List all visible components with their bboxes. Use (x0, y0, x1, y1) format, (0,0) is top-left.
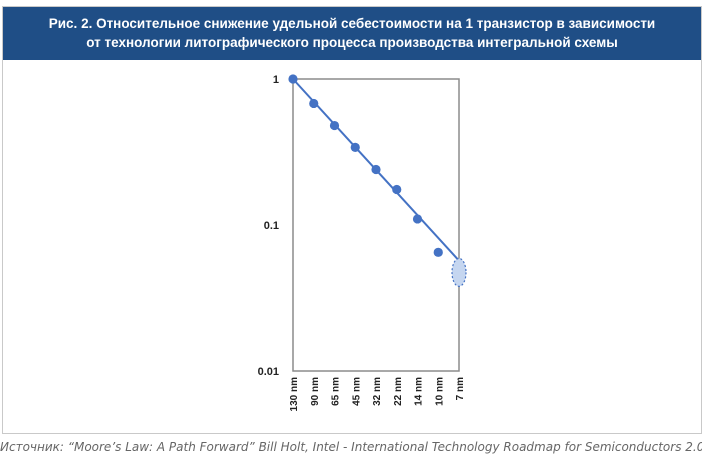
figure-frame: Рис. 2. Относительное снижение удельной … (2, 6, 702, 434)
data-point (350, 142, 360, 153)
figure-title-line-2: от технологии литографического процесса … (86, 35, 618, 50)
x-tick-label: 32 nm (372, 377, 383, 406)
y-tick-label: 0.1 (264, 220, 279, 232)
data-point (371, 164, 381, 175)
y-tick-label: 0.01 (258, 366, 279, 378)
x-tick-label: 7 nm (455, 377, 466, 400)
x-tick-label: 65 nm (331, 377, 342, 406)
data-point (412, 214, 423, 224)
x-tick-label: 22 nm (393, 377, 404, 406)
data-point (309, 98, 319, 109)
source-caption: Источник: “Moore’s Law: A Path Forward” … (0, 440, 702, 454)
data-point (329, 120, 340, 131)
x-tick-label: 10 nm (434, 377, 445, 406)
chart: 1 0.1 0.01 130 nm 90 nm 65 nm 45 nm 32 nm 22 nm 1… (258, 74, 467, 412)
figure-title: Рис. 2. Относительное снижение удельной … (3, 7, 701, 60)
x-tick-label: 14 nm (414, 377, 425, 406)
x-tick-label: 130 nm (289, 377, 300, 412)
y-tick-label: 1 (273, 74, 279, 86)
x-tick-label: 90 nm (310, 377, 321, 406)
projection-ellipse (451, 257, 467, 287)
figure-title-line-1: Рис. 2. Относительное снижение удельной … (48, 16, 656, 31)
x-tick-label: 45 nm (351, 377, 362, 406)
data-point (433, 247, 443, 257)
data-point (392, 184, 402, 195)
plot-area (292, 78, 460, 372)
data-point (288, 74, 298, 84)
